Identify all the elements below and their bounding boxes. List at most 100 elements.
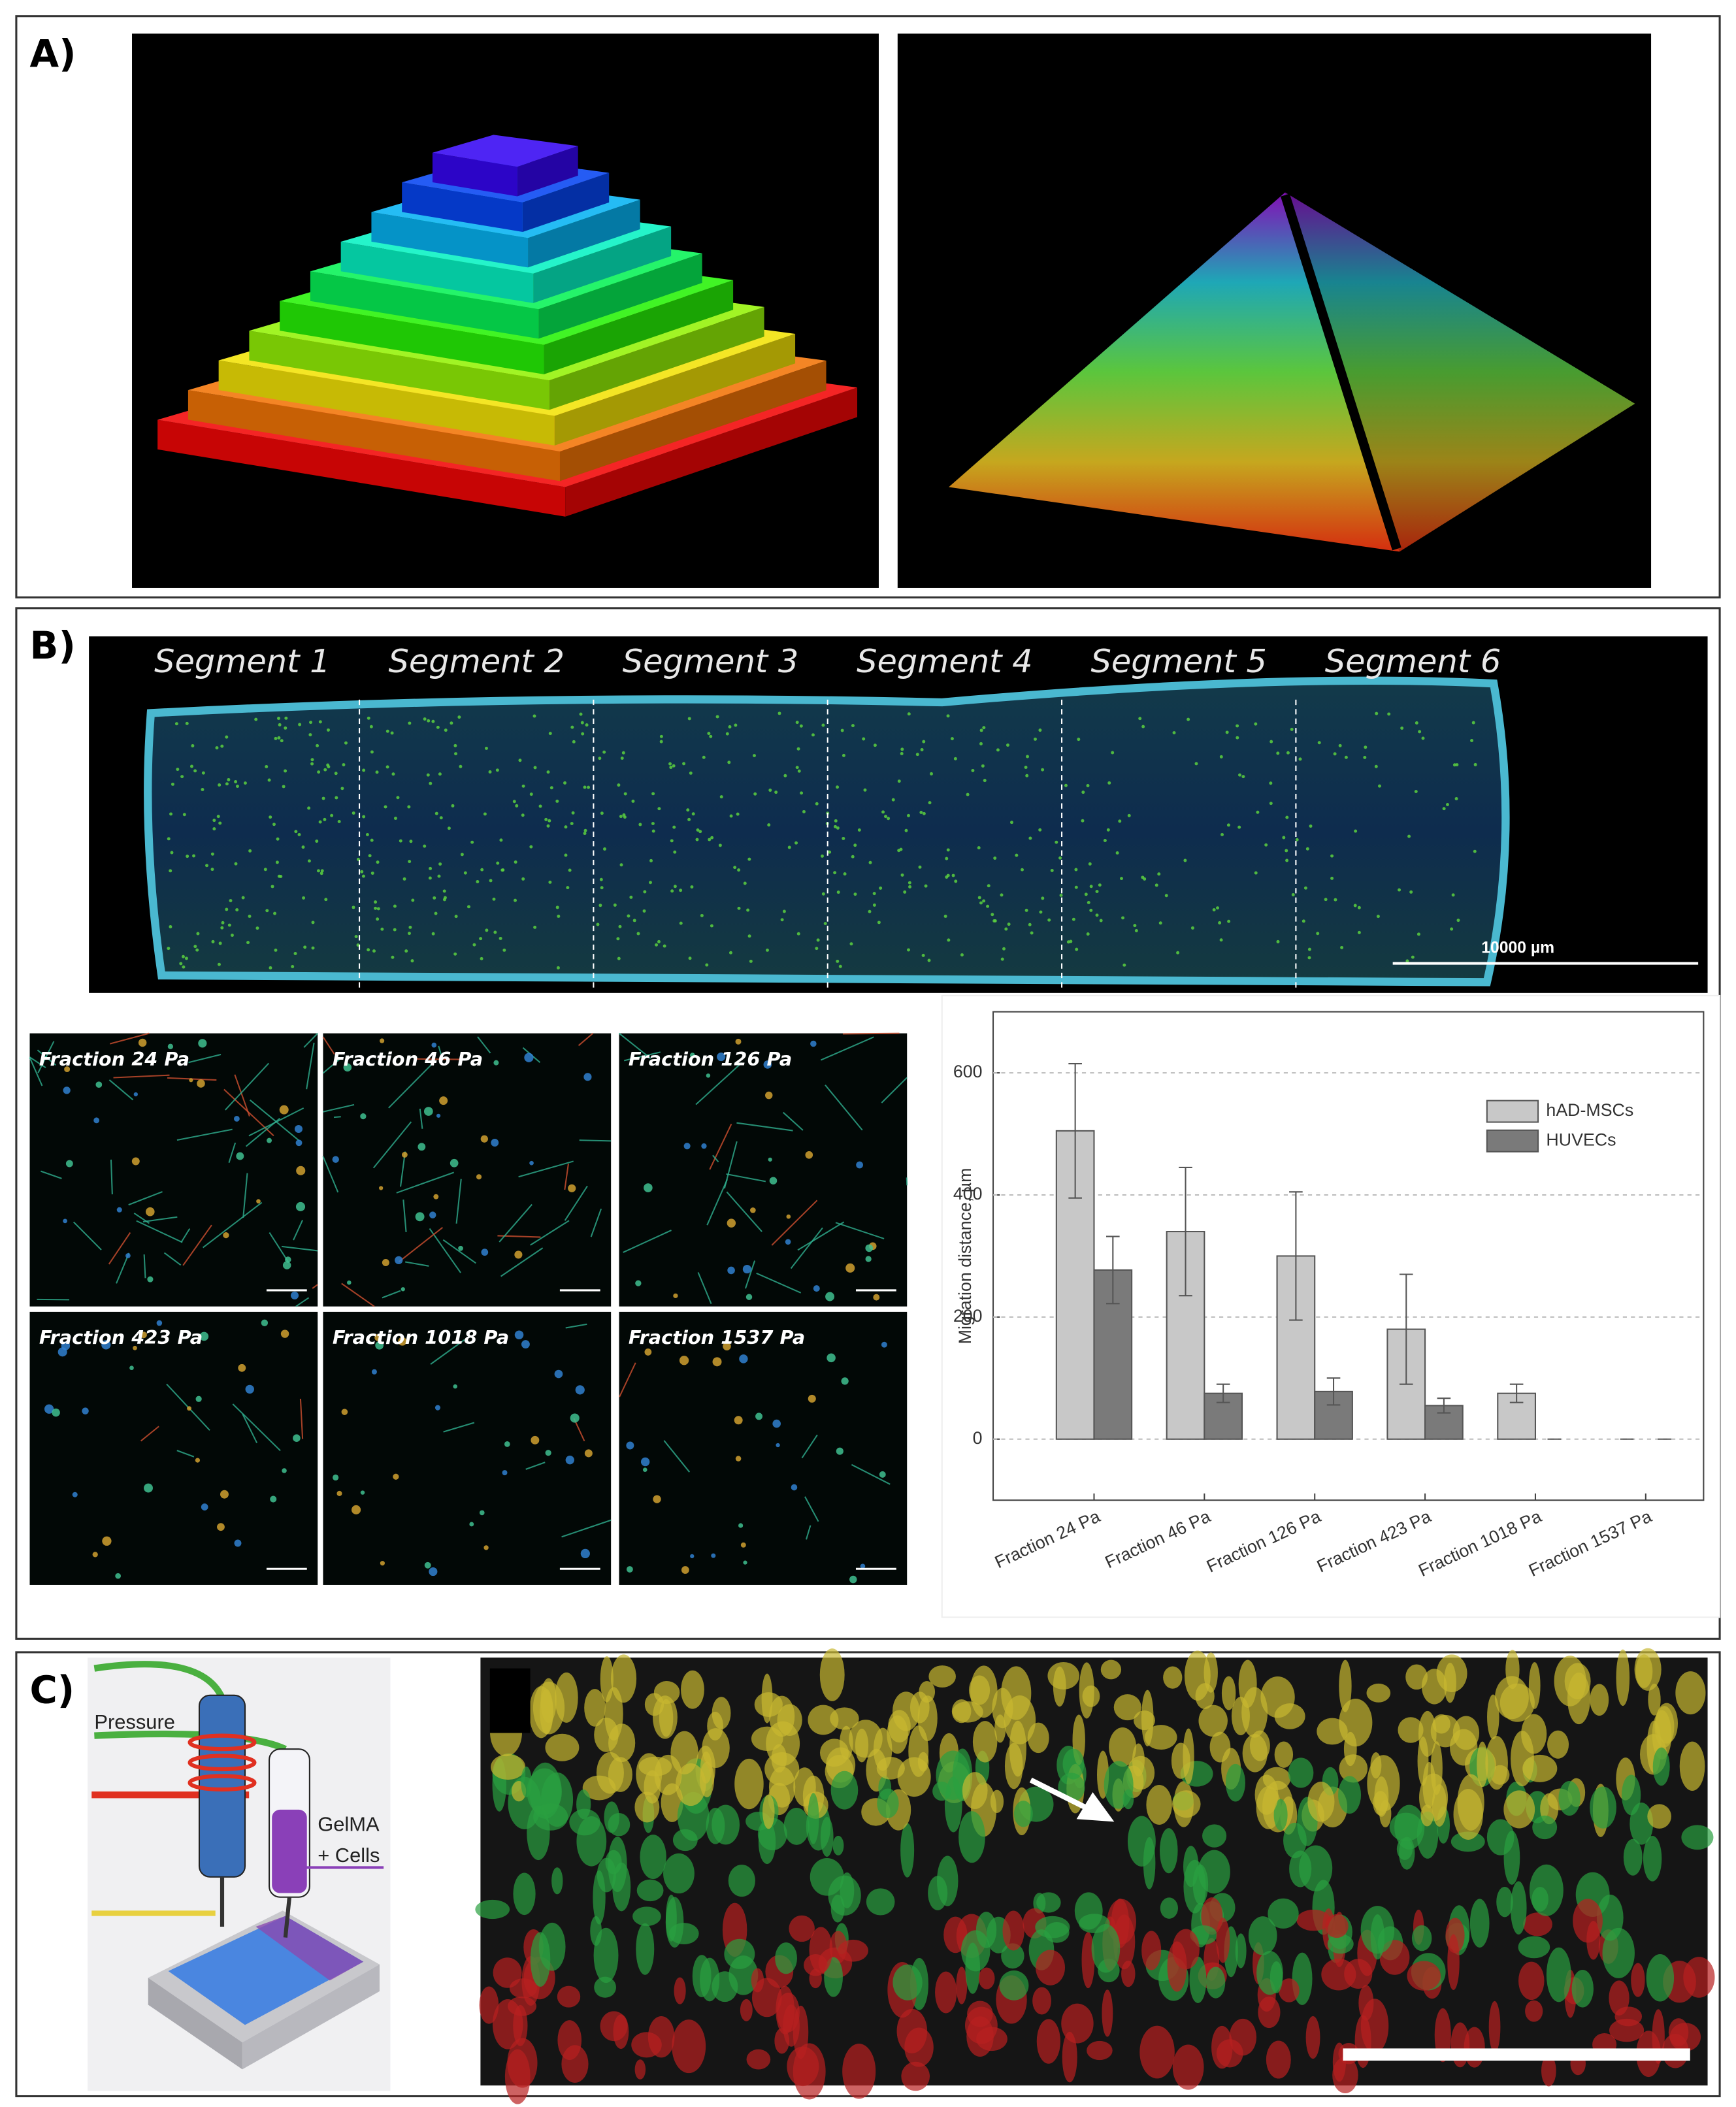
cell-dot [270, 885, 274, 889]
cell-dot [212, 819, 216, 823]
cell-blob [632, 1906, 661, 1927]
cell-dot [1340, 945, 1344, 949]
cell-dot [485, 928, 489, 932]
nucleus [101, 1340, 111, 1350]
cell-dot [903, 890, 907, 894]
nucleus [825, 1292, 835, 1301]
nucleus [360, 1490, 365, 1495]
error-bar [1289, 1191, 1303, 1321]
cell-dot [778, 711, 781, 715]
nucleus [845, 1263, 855, 1273]
cell-dot [167, 837, 171, 841]
cell-fiber [382, 1290, 401, 1299]
cell-dot [546, 770, 550, 774]
nucleus [61, 1341, 71, 1350]
cell-dot [927, 958, 931, 962]
cell-dot [337, 819, 341, 823]
nucleus [336, 1490, 342, 1496]
cell-dot [426, 773, 430, 777]
cell-dot [1470, 739, 1474, 742]
cell-dot [689, 771, 693, 775]
cell-fiber [295, 1297, 310, 1307]
cell-blob [1573, 1899, 1603, 1943]
cell-dot [169, 812, 173, 816]
nucleus [167, 1043, 174, 1049]
cell-blob [530, 1932, 551, 1987]
nucleus [133, 1092, 138, 1097]
cell-dot [907, 813, 910, 817]
cell-dot [342, 763, 346, 767]
nucleus [220, 1490, 229, 1499]
cell-dot [454, 752, 457, 756]
cell-dot [849, 942, 853, 946]
cell-dot [1138, 717, 1142, 721]
cell-dot [1059, 893, 1063, 897]
heating-coil [188, 1733, 257, 1792]
cell-blob [1477, 1741, 1488, 1788]
cell-dot [170, 851, 174, 855]
cell-dot [1302, 919, 1305, 923]
nucleus [583, 1073, 592, 1081]
cell-dot [1241, 775, 1245, 779]
nucleus [144, 1483, 153, 1493]
cell-dot [853, 892, 857, 896]
y-tick-label: 400 [953, 1184, 983, 1203]
cell-dot [480, 956, 483, 960]
cell-blob [1634, 1648, 1662, 1691]
cell-blob [1646, 1954, 1675, 2002]
nucleus [401, 1287, 405, 1292]
cell-dot [1028, 923, 1032, 926]
cell-dot [907, 712, 911, 716]
cell-fiber [29, 1056, 46, 1069]
syringe-content [272, 1809, 307, 1893]
cell-fiber [116, 1252, 130, 1284]
printed-scaffold [255, 1916, 364, 1981]
cell-blob [1305, 2016, 1320, 2059]
cell-dot [1028, 836, 1032, 840]
cell-dot [1398, 888, 1401, 892]
cell-dot [1187, 717, 1190, 721]
cell-blob [1675, 1671, 1706, 1715]
cell-dot [746, 908, 750, 912]
cell-dot [982, 726, 986, 730]
cell-blob [877, 1788, 899, 1818]
cell-blob [734, 1758, 764, 1810]
cell-dot [307, 806, 311, 810]
cell-dot [488, 770, 492, 774]
cell-blob [1004, 1742, 1023, 1789]
cell-fiber [771, 1200, 818, 1246]
cell-fiber [396, 1171, 455, 1194]
cell-dot [1285, 815, 1289, 819]
cell-dot [946, 848, 950, 852]
cell-dot [1047, 918, 1051, 922]
cell-dot [236, 785, 239, 788]
cell-dot [484, 746, 488, 750]
cell-fiber [618, 1032, 651, 1059]
cell-fiber [108, 1079, 134, 1101]
cell-blob [1062, 2031, 1077, 2083]
cell-dot [583, 832, 587, 836]
panel-label: B) [30, 623, 76, 668]
cell-blob [900, 1823, 915, 1878]
cell-fiber [429, 1228, 461, 1273]
cell-dot [1095, 913, 1099, 917]
cell-fiber [578, 1032, 594, 1047]
cell-dot [385, 729, 389, 733]
cell-dot [470, 840, 474, 844]
cell-dot [797, 769, 801, 773]
cell-blob [1036, 1950, 1065, 1985]
cell-blob [1344, 1959, 1373, 1989]
cell-blob [507, 2038, 538, 2088]
cell-dot [179, 962, 183, 966]
cell-fiber [73, 1221, 102, 1250]
micrograph [619, 1033, 908, 1307]
micrograph [29, 1033, 318, 1307]
cell-blob [758, 1820, 776, 1865]
nucleus [418, 1143, 426, 1151]
cell-dot [476, 880, 480, 883]
nucleus [480, 1135, 488, 1143]
nucleus [712, 1357, 722, 1367]
cell-dot [1084, 892, 1088, 896]
cell-dot [221, 921, 225, 924]
cell-dot [443, 896, 447, 900]
